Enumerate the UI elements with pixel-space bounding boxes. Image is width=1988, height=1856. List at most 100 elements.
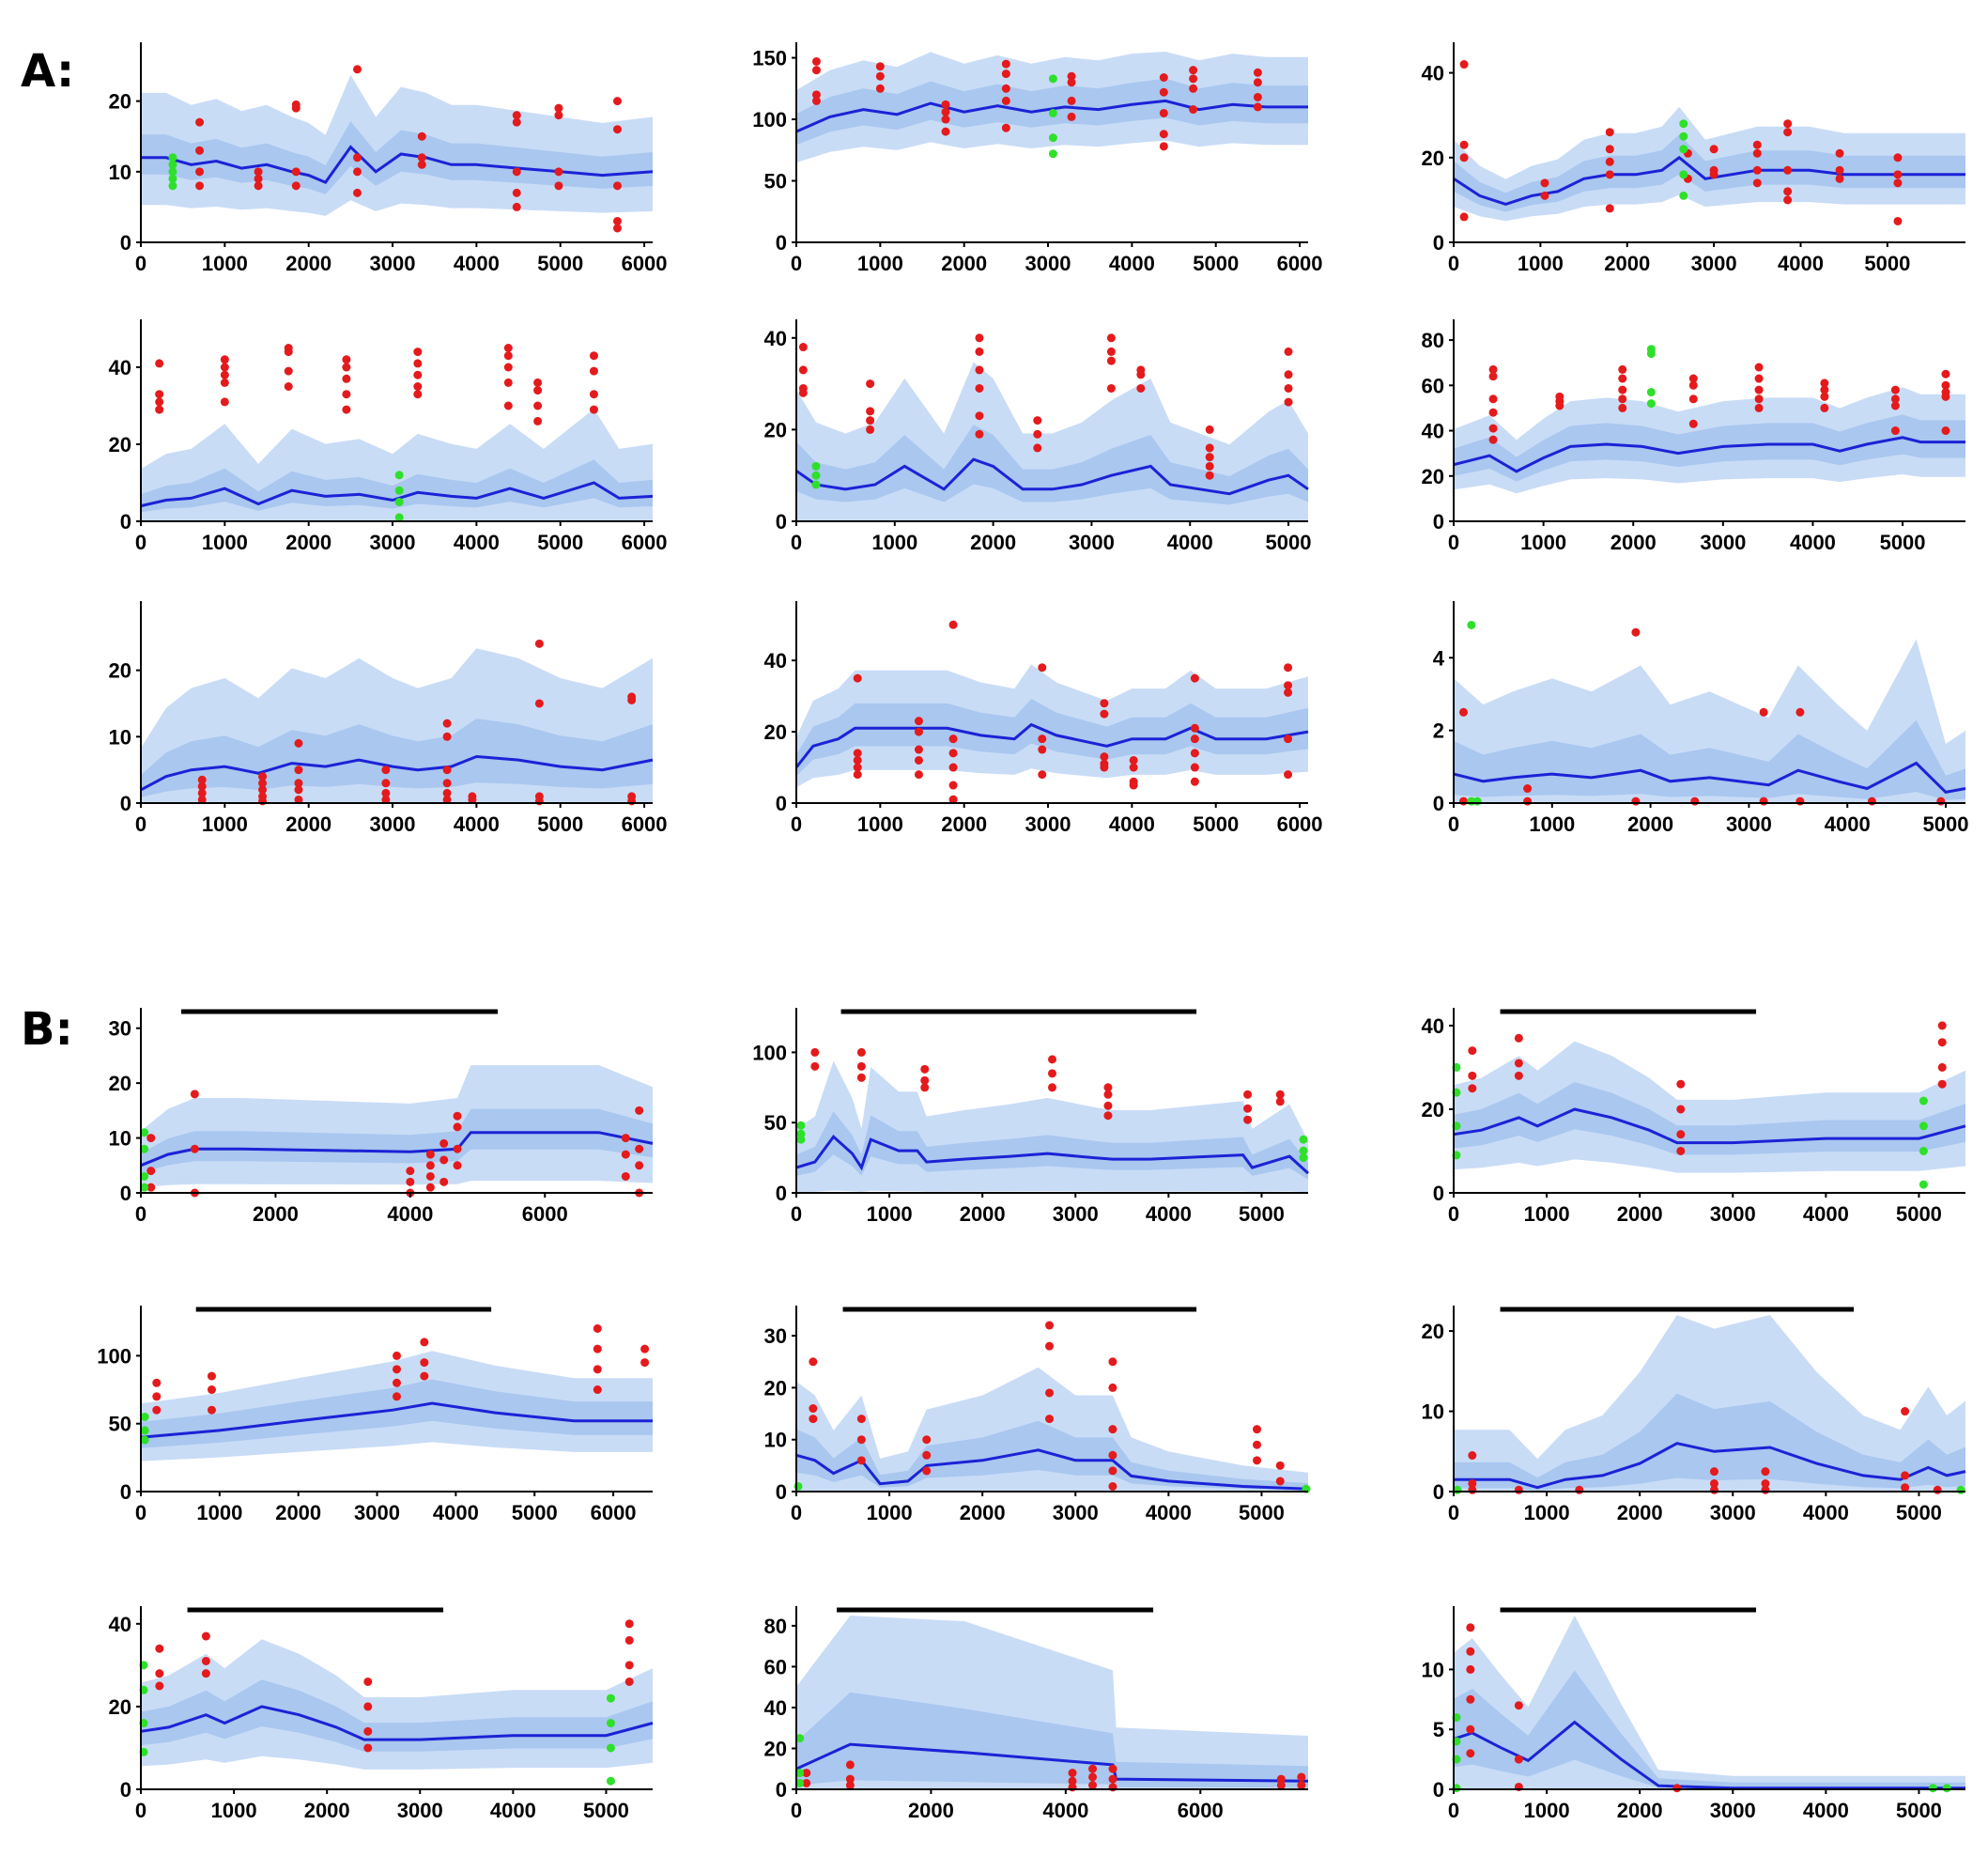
red-data-point — [353, 167, 362, 177]
red-data-point — [1284, 770, 1293, 780]
y-tick-label: 20 — [1422, 465, 1444, 488]
red-data-point — [1297, 1781, 1306, 1790]
red-data-point — [1605, 145, 1614, 154]
red-data-point — [1514, 1701, 1523, 1710]
red-data-point — [1783, 119, 1793, 129]
x-tick-label: 1000 — [1524, 1501, 1570, 1524]
red-data-point — [1835, 165, 1844, 175]
x-tick-label: 0 — [135, 252, 146, 275]
y-tick-label: 30 — [764, 1324, 787, 1348]
green-data-point — [1942, 1784, 1951, 1793]
red-data-point — [420, 1338, 429, 1347]
y-tick-label: 10 — [1422, 1658, 1444, 1681]
green-data-point — [1646, 399, 1656, 409]
green-data-point — [394, 486, 404, 495]
red-data-point — [1284, 688, 1293, 697]
red-data-point — [1129, 781, 1138, 790]
red-data-point — [975, 365, 984, 375]
green-data-point — [794, 1481, 803, 1491]
x-tick-label: 6000 — [522, 1202, 568, 1226]
red-data-point — [1276, 1781, 1286, 1790]
red-data-point — [627, 695, 637, 704]
red-data-point — [809, 1357, 818, 1367]
y-tick-label: 2 — [1433, 719, 1444, 743]
red-data-point — [294, 766, 303, 775]
red-data-point — [1514, 1033, 1523, 1043]
y-tick-label: 50 — [764, 1111, 787, 1135]
red-data-point — [393, 1378, 401, 1387]
red-data-point — [1275, 1097, 1285, 1106]
green-data-point — [606, 1743, 615, 1753]
x-tick-label: 1000 — [857, 812, 903, 836]
red-data-point — [1466, 1725, 1475, 1734]
subplot-a-5: 0 1000 2000 3000 4000 5000 0 20 40 — [764, 319, 1312, 554]
red-data-point — [381, 795, 391, 804]
red-data-point — [914, 755, 923, 765]
green-data-point — [1919, 1096, 1928, 1106]
red-data-point — [1937, 1079, 1947, 1089]
red-data-point — [533, 401, 543, 410]
x-tick-label: 5000 — [583, 1799, 629, 1822]
red-data-point — [1253, 1425, 1261, 1434]
x-tick-label: 5000 — [1266, 531, 1312, 554]
red-data-point — [875, 71, 885, 81]
red-data-point — [1459, 60, 1469, 70]
red-data-point — [146, 1134, 156, 1143]
green-data-point — [168, 160, 177, 169]
red-data-point — [1754, 374, 1764, 383]
red-data-point — [152, 1392, 162, 1401]
red-data-point — [856, 1047, 866, 1057]
inner-percentile-band — [1454, 1670, 1965, 1789]
x-tick-label: 4000 — [1042, 1799, 1088, 1822]
x-tick-label: 2000 — [1604, 252, 1650, 275]
x-tick-label: 1000 — [202, 812, 248, 836]
red-data-point — [1108, 1450, 1117, 1460]
x-tick-label: 3000 — [354, 1501, 400, 1524]
red-data-point — [1890, 426, 1900, 436]
median-line — [795, 1134, 1310, 1175]
red-data-point — [342, 363, 351, 372]
red-data-point — [1795, 797, 1805, 806]
y-tick-label: 40 — [109, 1613, 131, 1636]
median-line — [795, 99, 1308, 133]
red-data-point — [1253, 1456, 1261, 1465]
red-data-point — [866, 416, 875, 425]
red-data-point — [393, 1365, 401, 1374]
red-data-point — [798, 343, 808, 352]
inner-percentile-band — [141, 1108, 653, 1173]
red-data-point — [1759, 707, 1768, 717]
x-tick-label: 6000 — [1178, 1799, 1224, 1822]
green-data-point — [1928, 1784, 1937, 1793]
red-data-point — [624, 1619, 634, 1629]
red-data-point — [612, 97, 622, 106]
y-tick-label: 20 — [109, 659, 131, 683]
red-data-point — [1514, 1059, 1523, 1068]
red-data-point — [1709, 170, 1718, 179]
y-tick-label: 80 — [764, 1615, 787, 1638]
red-data-point — [1941, 392, 1950, 401]
y-tick-label: 0 — [776, 510, 787, 534]
y-tick-label: 40 — [1422, 1014, 1444, 1038]
red-data-point — [1103, 1090, 1113, 1099]
red-data-point — [342, 374, 351, 383]
red-data-point — [512, 167, 521, 177]
red-data-point — [1488, 372, 1498, 381]
red-data-point — [1523, 797, 1533, 806]
red-data-point — [1754, 403, 1764, 412]
x-tick-label: 2000 — [941, 252, 987, 275]
red-data-point — [624, 1661, 634, 1670]
red-data-point — [920, 1083, 930, 1092]
red-data-point — [1243, 1104, 1253, 1113]
median-line — [1453, 436, 1965, 473]
red-data-point — [1761, 1467, 1770, 1477]
green-data-point — [1919, 1180, 1928, 1189]
red-data-point — [284, 366, 293, 376]
red-data-point — [941, 100, 950, 109]
red-data-point — [1067, 112, 1076, 121]
green-data-point — [1048, 74, 1057, 84]
x-tick-label: 1000 — [211, 1799, 257, 1822]
green-data-point — [1679, 191, 1688, 200]
x-tick-label: 6000 — [1277, 812, 1323, 836]
subplot-a-1: 0 1000 2000 3000 4000 5000 6000 0 10 20 — [109, 42, 668, 275]
red-data-point — [975, 347, 984, 356]
